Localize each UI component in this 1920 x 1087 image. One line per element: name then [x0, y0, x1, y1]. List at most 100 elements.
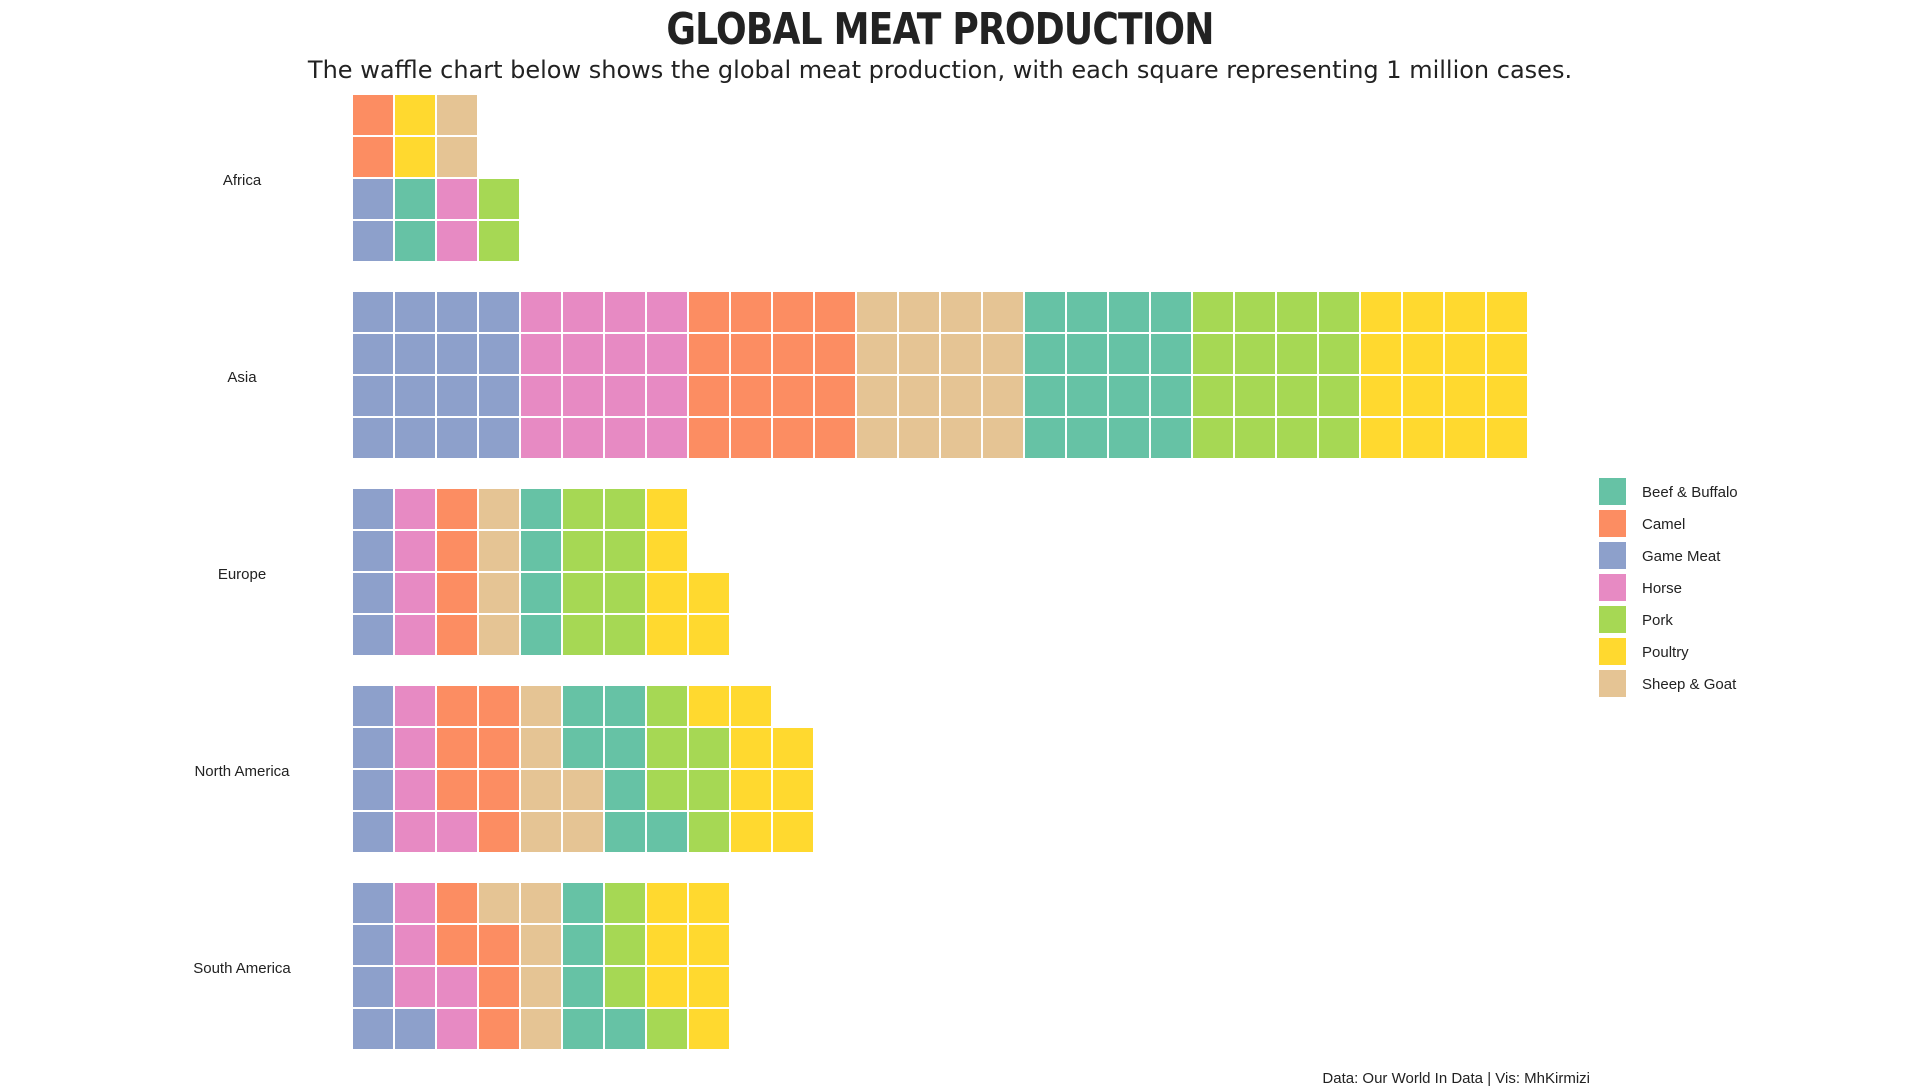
waffle-cell — [773, 292, 813, 332]
waffle-cell — [1319, 376, 1359, 416]
waffle-cell — [479, 179, 519, 219]
waffle-cell — [1109, 292, 1149, 332]
waffle-cell — [1277, 334, 1317, 374]
waffle-cell — [479, 686, 519, 726]
waffle-cell — [1487, 376, 1527, 416]
legend-swatch — [1599, 574, 1626, 601]
waffle-cell — [353, 967, 393, 1007]
legend-label: Pork — [1642, 612, 1673, 629]
waffle-cell — [521, 1009, 561, 1049]
waffle-cell — [605, 531, 645, 571]
waffle-cell — [353, 728, 393, 768]
waffle-cell — [353, 883, 393, 923]
waffle-cell — [1235, 376, 1275, 416]
waffle-cell — [647, 489, 687, 529]
waffle-cell — [605, 686, 645, 726]
waffle-cell — [605, 615, 645, 655]
waffle-cell — [647, 376, 687, 416]
waffle-cell — [1403, 292, 1443, 332]
waffle-cell — [1025, 376, 1065, 416]
region-label: Europe — [218, 566, 266, 583]
waffle-cell — [899, 376, 939, 416]
waffle-cell — [395, 883, 435, 923]
region-label: South America — [193, 960, 291, 977]
waffle-cells — [353, 95, 1527, 1049]
waffle-cell — [521, 967, 561, 1007]
waffle-cell — [689, 615, 729, 655]
waffle-cell — [563, 770, 603, 810]
waffle-cell — [1487, 418, 1527, 458]
waffle-cell — [521, 615, 561, 655]
waffle-cell — [605, 573, 645, 613]
waffle-cell — [689, 376, 729, 416]
legend-label: Beef & Buffalo — [1642, 484, 1738, 501]
waffle-cell — [1361, 418, 1401, 458]
waffle-cell — [479, 728, 519, 768]
waffle-cell — [1445, 376, 1485, 416]
legend-swatch — [1599, 638, 1626, 665]
waffle-cell — [1109, 418, 1149, 458]
waffle-cell — [647, 334, 687, 374]
waffle-cell — [1487, 292, 1527, 332]
waffle-cell — [479, 489, 519, 529]
waffle-cell — [1025, 334, 1065, 374]
waffle-cell — [521, 489, 561, 529]
waffle-cell — [1445, 418, 1485, 458]
waffle-cell — [479, 1009, 519, 1049]
waffle-cell — [689, 1009, 729, 1049]
waffle-cell — [563, 967, 603, 1007]
waffle-cell — [353, 137, 393, 177]
waffle-cell — [353, 686, 393, 726]
legend-swatch — [1599, 670, 1626, 697]
legend-swatch — [1599, 510, 1626, 537]
waffle-cell — [521, 728, 561, 768]
waffle-cell — [1025, 418, 1065, 458]
waffle-cell — [773, 770, 813, 810]
waffle-cell — [899, 418, 939, 458]
chart-title: GLOBAL MEAT PRODUCTION — [666, 4, 1214, 55]
waffle-cell — [689, 334, 729, 374]
waffle-cell — [395, 334, 435, 374]
waffle-cell — [353, 489, 393, 529]
waffle-cell — [605, 728, 645, 768]
waffle-cell — [437, 334, 477, 374]
waffle-cell — [689, 292, 729, 332]
waffle-cell — [479, 334, 519, 374]
waffle-cell — [1193, 334, 1233, 374]
waffle-cell — [899, 292, 939, 332]
waffle-cell — [1151, 418, 1191, 458]
waffle-cell — [773, 376, 813, 416]
waffle-cell — [479, 376, 519, 416]
waffle-cell — [647, 418, 687, 458]
waffle-cell — [605, 1009, 645, 1049]
waffle-cell — [563, 615, 603, 655]
waffle-cell — [395, 179, 435, 219]
waffle-cell — [689, 728, 729, 768]
waffle-cell — [437, 686, 477, 726]
waffle-cell — [353, 573, 393, 613]
waffle-cell — [353, 531, 393, 571]
legend-label: Game Meat — [1642, 548, 1721, 565]
waffle-cell — [689, 418, 729, 458]
waffle-cell — [395, 615, 435, 655]
waffle-cell — [773, 334, 813, 374]
waffle-cell — [479, 615, 519, 655]
waffle-cell — [605, 883, 645, 923]
waffle-cell — [563, 925, 603, 965]
legend-swatch — [1599, 606, 1626, 633]
waffle-cell — [395, 1009, 435, 1049]
waffle-cell — [731, 728, 771, 768]
waffle-cell — [647, 615, 687, 655]
waffle-cell — [521, 686, 561, 726]
region-label: Asia — [227, 369, 257, 386]
waffle-cell — [353, 925, 393, 965]
waffle-cell — [437, 137, 477, 177]
waffle-cell — [1235, 292, 1275, 332]
waffle-cell — [689, 967, 729, 1007]
waffle-cell — [815, 292, 855, 332]
waffle-cell — [815, 418, 855, 458]
waffle-cell — [857, 376, 897, 416]
waffle-cell — [353, 770, 393, 810]
waffle-cell — [773, 728, 813, 768]
waffle-cell — [941, 418, 981, 458]
